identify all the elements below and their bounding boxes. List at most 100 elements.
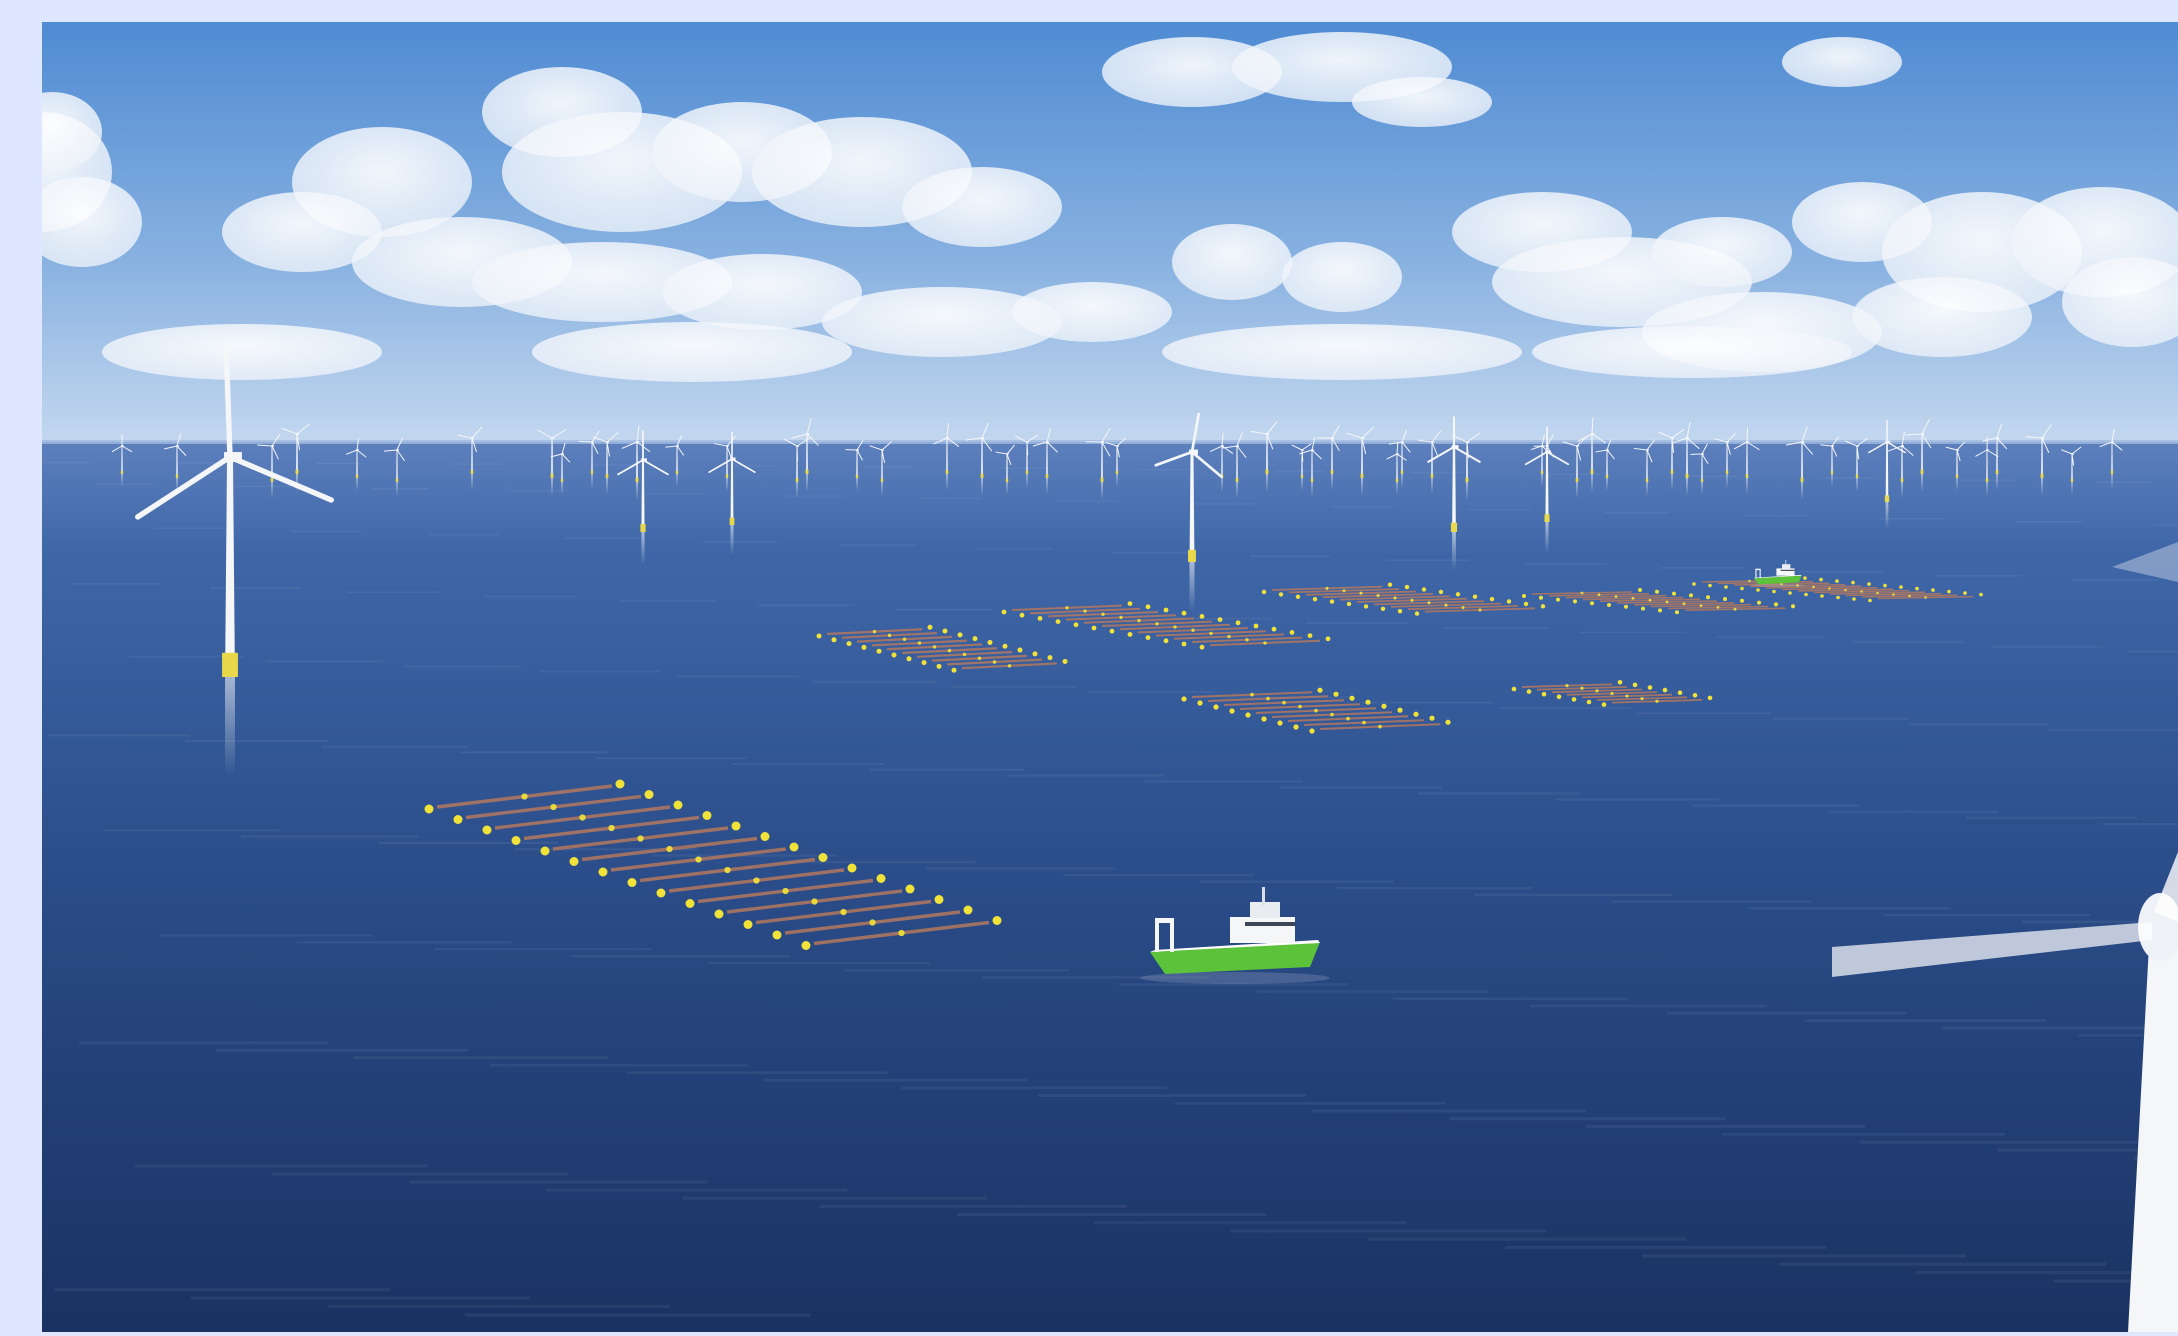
yellow-buoy-icon <box>695 856 702 863</box>
yellow-buoy-icon <box>811 898 818 905</box>
turbine-blade <box>1361 437 1367 455</box>
yellow-buoy-icon <box>1245 638 1249 642</box>
offshore-wind-turbine-icon <box>1658 429 1685 491</box>
wave-ripple <box>1312 1109 1586 1113</box>
seaweed-farm-grid <box>1522 588 1795 615</box>
wave-ripple <box>1387 559 1469 561</box>
turbine-blade <box>1101 441 1111 457</box>
turbine-blade <box>1633 447 1648 451</box>
turbine-blade <box>271 433 281 447</box>
yellow-buoy-icon <box>702 811 712 820</box>
wave-ripple <box>79 1041 329 1045</box>
turbine-base <box>1115 470 1119 474</box>
yellow-buoy-icon <box>1522 594 1526 598</box>
turbine-reflection <box>1996 474 1998 491</box>
turbine-base <box>1605 474 1609 478</box>
yellow-buoy-icon <box>1444 603 1448 607</box>
yellow-buoy-icon <box>936 663 942 669</box>
wave-ripple <box>1991 645 2103 648</box>
cloud-icon <box>102 324 382 380</box>
turbine-base <box>805 469 809 474</box>
offshore-wind-turbine-icon <box>1032 427 1058 495</box>
wave-ripple <box>73 583 163 585</box>
yellow-buoy-icon <box>921 660 927 666</box>
support-vessel-icon <box>1751 560 1805 588</box>
wave-ripple <box>465 1313 810 1317</box>
yellow-buoy-icon <box>1571 697 1577 702</box>
wave-ripple <box>920 497 980 500</box>
offshore-wind-turbine-icon <box>933 423 960 491</box>
cloud-layer <box>42 32 2178 382</box>
turbine-reflection <box>2041 478 2043 496</box>
yellow-buoy-icon <box>1908 594 1911 598</box>
yellow-buoy-icon <box>1181 641 1187 647</box>
turbine-blade <box>1401 429 1408 443</box>
turbine-blade <box>2112 542 2178 582</box>
wave-ripple <box>845 969 1070 972</box>
yellow-buoy-icon <box>1682 602 1686 606</box>
turbine-reflection <box>225 677 235 776</box>
wave-ripple <box>1549 473 1601 476</box>
turbine-blade <box>1726 441 1731 455</box>
turbine-blade <box>665 445 678 448</box>
yellow-buoy-icon <box>714 909 724 919</box>
turbine-tower <box>1189 452 1195 562</box>
yellow-buoy-icon <box>1263 641 1267 645</box>
wave-ripple <box>727 465 776 467</box>
wave-ripple <box>1935 574 2022 577</box>
yellow-buoy-icon <box>1692 582 1696 586</box>
vessel-windows <box>1780 569 1795 571</box>
turbine-blade <box>176 445 187 456</box>
turbine-blade <box>636 425 640 443</box>
yellow-buoy-icon <box>521 793 528 800</box>
wave-ripple <box>646 492 704 495</box>
yellow-buoy-icon <box>1404 584 1410 590</box>
turbine-blade <box>1190 412 1201 454</box>
turbine-base <box>1830 470 1834 474</box>
turbine-base <box>1540 470 1544 474</box>
wave-ripple <box>926 867 1115 870</box>
wave-ripple <box>1748 907 1951 910</box>
turbine-tower <box>606 442 608 478</box>
yellow-buoy-icon <box>1271 626 1277 632</box>
vessel-superstructure <box>1776 568 1795 576</box>
yellow-buoy-icon <box>1317 687 1323 693</box>
wave-ripple <box>1138 469 1188 471</box>
wave-ripple <box>683 1196 988 1200</box>
turbine-blade <box>1541 434 1545 447</box>
offshore-wind-turbine-icon <box>1982 423 2008 491</box>
offshore-wind-turbine-icon <box>1905 419 1932 492</box>
yellow-buoy-icon <box>1298 704 1302 709</box>
yellow-buoy-icon <box>1819 577 1823 582</box>
scene-image <box>42 22 2178 1332</box>
vessel-crane <box>1155 920 1159 952</box>
turbine-blade <box>783 438 798 447</box>
cloud-icon <box>2062 257 2178 347</box>
turbine-blade <box>271 445 279 460</box>
yellow-buoy-icon <box>1924 596 1927 599</box>
turbine-blade <box>1431 430 1442 443</box>
offshore-wind-turbine-icon <box>708 431 756 555</box>
wave-ripple <box>266 660 383 663</box>
turbine-blade <box>1101 427 1111 443</box>
turbine-blade <box>1524 451 1548 466</box>
yellow-buoy-icon <box>1523 601 1529 607</box>
turbine-blade <box>1982 437 1998 442</box>
offshore-wind-turbine-icon <box>791 418 819 492</box>
yellow-buoy-icon <box>1610 691 1614 696</box>
wave-ripple <box>1966 816 2138 819</box>
wave-ripple <box>1505 1245 1827 1250</box>
turbine-base <box>470 470 474 474</box>
turbine-blade <box>1905 433 1923 436</box>
turbine-base <box>855 474 859 478</box>
turbine-blade <box>1346 432 1363 439</box>
offshore-wind-turbine-icon <box>1733 427 1760 495</box>
turbine-blade <box>1006 444 1015 455</box>
vessel-wake <box>1140 972 1330 984</box>
wave-ripple <box>210 587 301 589</box>
turbine-blade <box>806 418 812 435</box>
turbine-blade <box>881 441 893 451</box>
yellow-buoy-icon <box>1617 680 1623 685</box>
turbine-reflection <box>271 482 273 499</box>
offshore-wind-turbine-icon <box>1577 417 1606 492</box>
